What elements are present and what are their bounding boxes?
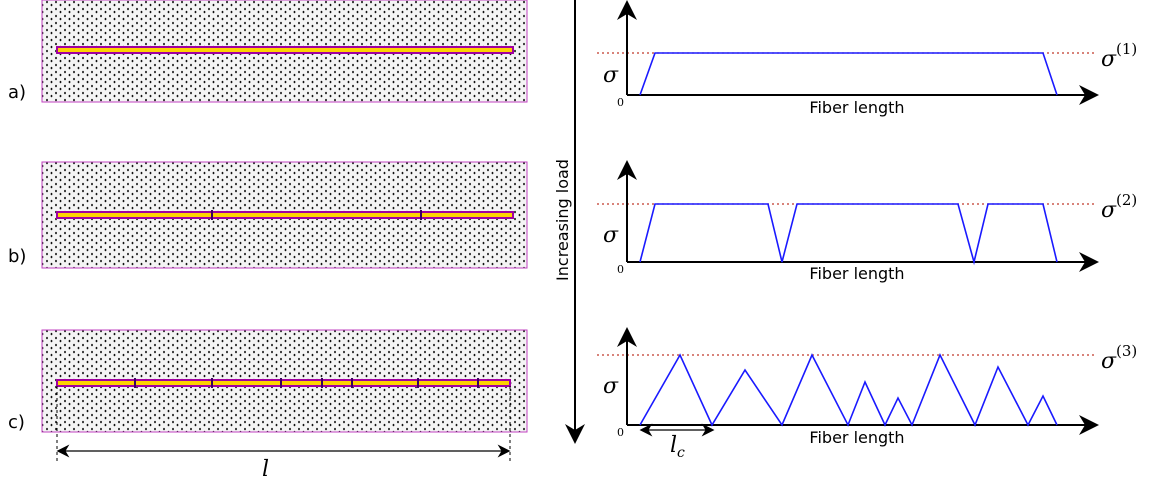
- stress-profile: [639, 52, 1058, 96]
- load-label: Increasing load: [553, 159, 572, 281]
- stress-plot: σ 0 Fiber length σ(2): [597, 160, 1137, 283]
- l: l: [670, 433, 677, 458]
- y-label: σ: [603, 374, 619, 399]
- fiber-breaks: [134, 378, 479, 388]
- panel-label: c): [8, 412, 25, 433]
- y-label: σ: [603, 223, 619, 248]
- sigma: σ: [1101, 47, 1117, 72]
- superscript: (1): [1116, 40, 1137, 58]
- threshold-label: σ(3): [1101, 342, 1137, 374]
- panel-label: a): [8, 82, 26, 103]
- fiber: [56, 46, 514, 54]
- origin: 0: [617, 426, 624, 439]
- threshold-label: σ(1): [1101, 40, 1137, 72]
- origin: 0: [617, 263, 624, 276]
- stress-profile: [639, 203, 1058, 266]
- fiber: [56, 379, 511, 387]
- x-label: Fiber length: [809, 264, 904, 283]
- stress-profile: [639, 353, 1058, 427]
- stress-plot: σ 0 Fiber length σ(3) lc: [597, 327, 1137, 461]
- critical-length-label: lc: [670, 433, 685, 461]
- y-label: σ: [603, 63, 619, 88]
- sigma: σ: [1101, 349, 1117, 374]
- threshold-label: σ(2): [1101, 191, 1137, 223]
- subscript: c: [677, 445, 685, 461]
- stress-plot: σ 0 Fiber length σ(1): [597, 0, 1137, 117]
- panel-label: b): [8, 246, 26, 267]
- superscript: (3): [1116, 342, 1137, 360]
- x-label: Fiber length: [809, 428, 904, 447]
- length-label: l: [262, 457, 269, 481]
- fiber: [56, 211, 514, 219]
- origin: 0: [617, 96, 624, 109]
- sigma: σ: [1101, 198, 1117, 223]
- x-label: Fiber length: [809, 98, 904, 117]
- superscript: (2): [1116, 191, 1137, 209]
